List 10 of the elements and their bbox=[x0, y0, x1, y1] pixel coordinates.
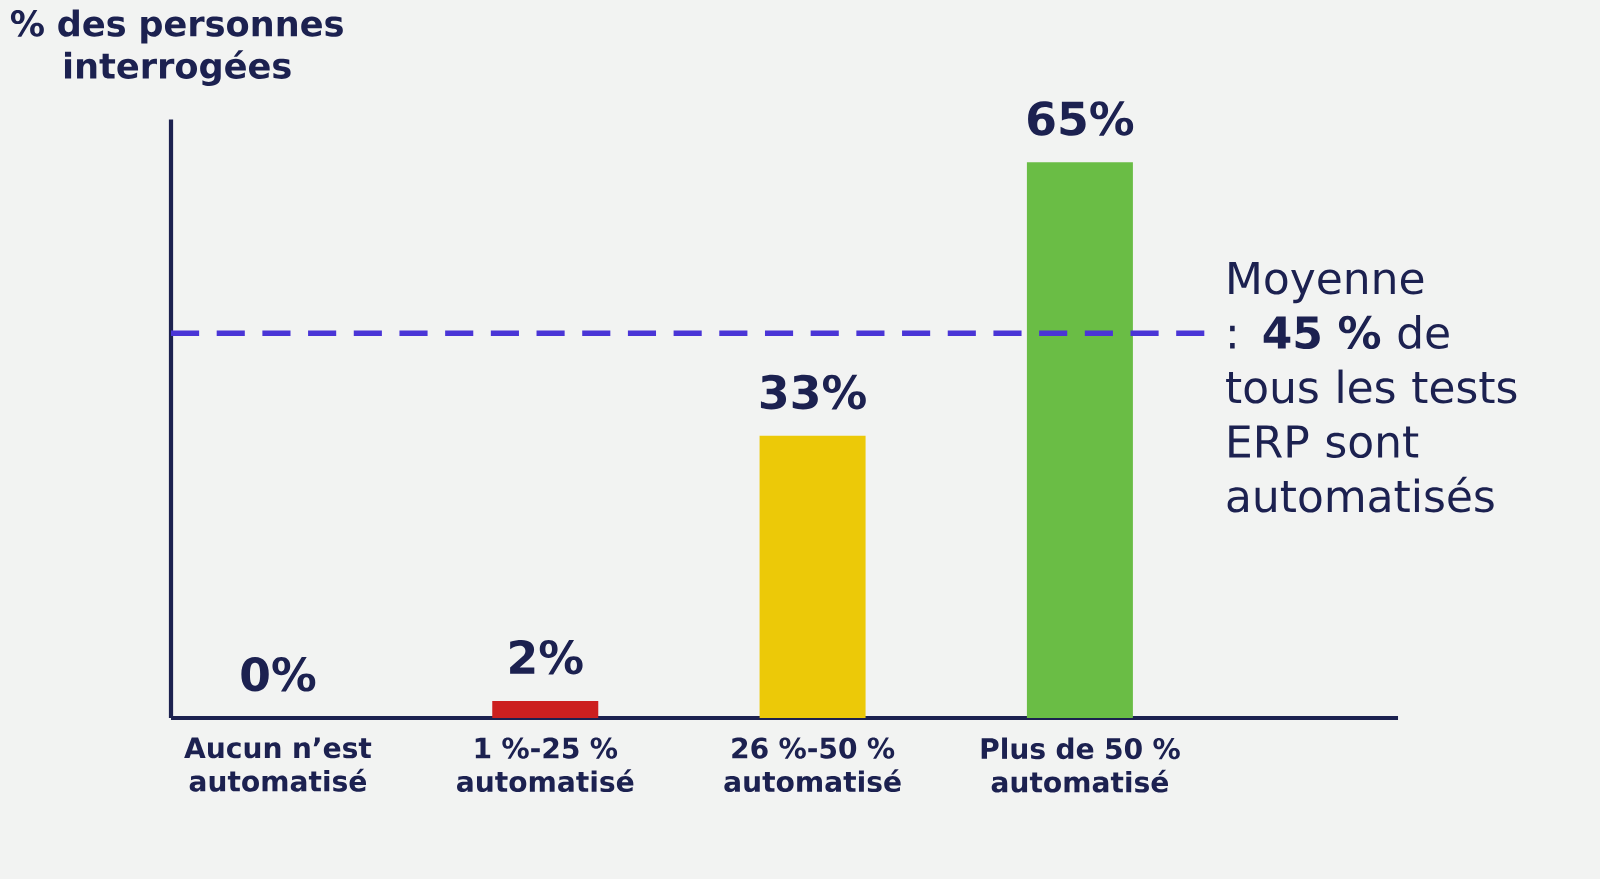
data-label: 2% bbox=[510, 639, 583, 675]
ref-line-label: Moyenne : 45 % de tous les tests ERP sont automatisés bbox=[1226, 261, 1517, 513]
y-axis-title: % des personnes interrogées bbox=[10, 9, 343, 87]
x-tick-label: 1 %-25 % automatisé bbox=[457, 737, 634, 793]
data-label: 33% bbox=[760, 374, 866, 410]
x-tick-label: Plus de 50 % automatisé bbox=[981, 737, 1180, 793]
data-label: 0% bbox=[241, 657, 316, 692]
x-tick-label: Aucun n’est automatisé bbox=[184, 737, 372, 792]
x-tick-label: 26 %-50 % automatisé bbox=[724, 737, 901, 793]
data-label: 65% bbox=[1028, 101, 1134, 136]
